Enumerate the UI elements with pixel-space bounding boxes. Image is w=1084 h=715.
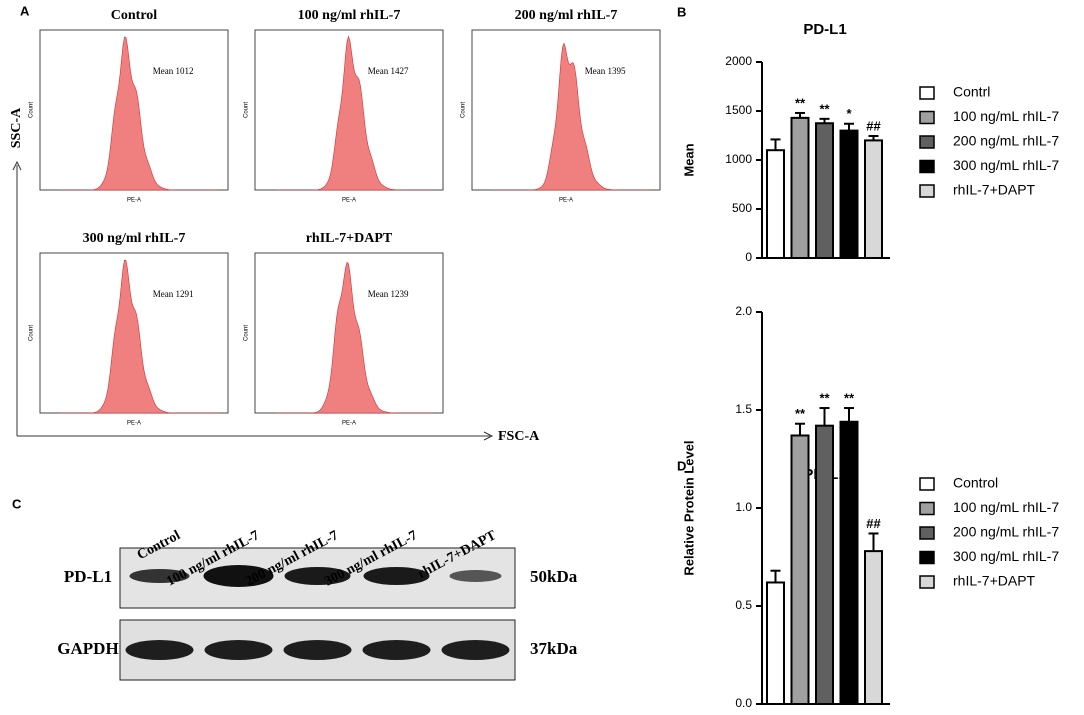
mean-label: Mean 1395 [585,66,626,76]
band [449,570,502,582]
y-tick-label: 0.5 [735,598,752,612]
y-axis-label: Count [244,102,250,118]
chart-title: PD-L1 [803,21,846,38]
y-tick-label: 2000 [725,54,752,68]
size-label: 50kDa [530,567,578,586]
plot-title: 100 ng/ml rhIL-7 [298,8,401,23]
plot-title: Control [111,8,158,23]
panel-letter: C [12,496,22,511]
histogram [275,261,433,414]
y-tick-label: 0.0 [735,696,752,710]
arrow-head [12,160,22,171]
plot-title: 300 ng/ml rhIL-7 [83,231,186,246]
significance: * [846,106,852,121]
x-axis-label: PE-A [127,198,141,204]
bar [839,129,859,260]
histogram [492,42,650,191]
size-label: 37kDa [530,639,578,658]
axis-label: FSC-A [498,429,540,444]
bar [815,424,834,705]
band [283,640,352,660]
legend-label: rhIL-7+DAPT [953,573,1036,589]
y-tick-label: 1500 [725,103,752,117]
legend-swatch [919,135,935,149]
x-axis-label: PE-A [342,198,356,204]
significance: ** [795,95,806,110]
y-axis-label: Count [461,102,467,118]
legend-label: 100 ng/mL rhIL-7 [953,499,1059,515]
legend-swatch [919,477,935,491]
mean-label: Mean 1239 [368,289,409,299]
legend-label: rhIL-7+DAPT [953,182,1036,198]
band [125,640,194,660]
bar [766,149,785,259]
y-axis-label: Mean [681,143,696,176]
panel-letter: B [677,4,686,19]
legend-swatch [919,110,935,125]
significance: ** [844,390,855,405]
bar [864,550,883,705]
arrow-head [483,431,494,441]
mean-label: Mean 1427 [368,66,409,76]
legend-label: 200 ng/mL rhIL-7 [953,133,1059,149]
legend-label: 300 ng/mL rhIL-7 [953,157,1059,173]
legend-swatch [919,184,935,198]
band [363,567,430,585]
y-axis-label: Count [29,325,35,341]
legend-swatch [919,575,935,589]
y-axis-label: Count [29,102,35,118]
y-tick-label: 1.0 [735,500,752,514]
legend-label: 100 ng/mL rhIL-7 [953,108,1059,124]
significance: ## [866,118,881,133]
legend-label: Control [953,475,998,491]
band [284,567,351,585]
bar [790,434,810,705]
legend-swatch [919,501,935,516]
significance: ** [819,390,830,405]
histogram [60,259,218,414]
legend-label: 300 ng/mL rhIL-7 [953,548,1059,564]
bar [766,581,785,705]
band [204,640,273,660]
axis-label: SSC-A [9,107,24,148]
significance: ## [866,516,881,531]
y-axis-label: Relative Protein Level [681,440,696,575]
y-tick-label: 500 [732,201,752,215]
y-tick-label: 2.0 [735,304,752,318]
y-tick-label: 1000 [725,152,752,166]
significance: ** [795,406,806,421]
band [441,640,510,660]
bar [790,116,810,259]
legend-swatch [919,550,935,565]
histogram [275,35,433,191]
histogram [60,36,218,191]
x-axis-label: PE-A [342,421,356,427]
legend-swatch [919,526,935,540]
band [203,565,274,587]
protein-label: GAPDH [57,639,118,658]
plot-title: 200 ng/ml rhIL-7 [515,8,618,23]
legend-label: Contrl [953,84,990,100]
x-axis-label: PE-A [559,198,573,204]
y-tick-label: 1.5 [735,402,752,416]
panel-letter: D [677,458,686,473]
significance: ** [819,101,830,116]
bar [864,139,883,259]
panel-letter: A [20,3,30,18]
bar [839,420,859,705]
bar [815,122,834,259]
plot-title: rhIL-7+DAPT [306,231,393,246]
y-axis-label: Count [244,325,250,341]
legend-swatch [919,86,935,100]
y-tick-label: 0 [745,250,752,264]
band [129,569,190,583]
protein-label: PD-L1 [64,567,112,586]
mean-label: Mean 1291 [153,289,194,299]
x-axis-label: PE-A [127,421,141,427]
band [362,640,431,660]
legend-swatch [919,159,935,174]
mean-label: Mean 1012 [153,66,194,76]
legend-label: 200 ng/mL rhIL-7 [953,524,1059,540]
